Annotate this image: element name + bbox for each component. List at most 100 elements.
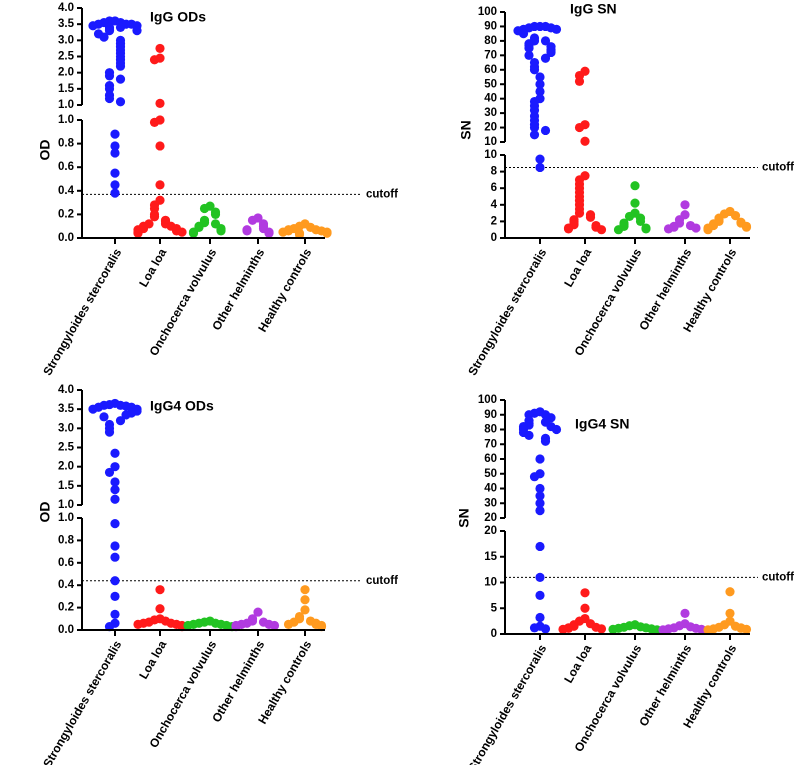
data-point: [300, 605, 310, 615]
data-point: [658, 625, 668, 635]
data-point: [535, 541, 545, 552]
data-point: [535, 483, 545, 494]
data-point: [188, 228, 199, 238]
data-point: [540, 36, 551, 46]
data-point: [563, 224, 574, 234]
data-point: [630, 181, 640, 191]
data-point: [316, 622, 327, 632]
data-point: [149, 117, 160, 127]
y-tick-label: 1.0: [58, 99, 74, 111]
y-tick-label: 90: [484, 409, 497, 421]
data-point: [183, 620, 193, 631]
data-point: [110, 462, 120, 472]
data-point: [535, 590, 545, 600]
x-tick-label: Strongyloides stercoralis: [40, 246, 124, 378]
data-point: [300, 595, 310, 605]
data-point: [110, 477, 120, 487]
data-point: [110, 609, 120, 619]
y-tick-label: 2.5: [58, 442, 75, 454]
data-point: [580, 588, 590, 598]
y-tick-label: 0: [491, 628, 497, 640]
data-point: [115, 74, 126, 84]
y-tick-label: 80: [484, 35, 497, 47]
y-tick-label: 4: [491, 199, 498, 211]
y-tick-label: 20: [484, 512, 497, 524]
data-point: [535, 572, 545, 582]
x-tick-label: Loa loa: [561, 642, 594, 686]
data-point: [535, 454, 545, 464]
y-tick-label: 0.4: [58, 185, 75, 197]
data-point: [518, 29, 529, 39]
y-tick-label: 0.4: [58, 579, 75, 591]
y-tick-label: 90: [484, 20, 497, 32]
data-point: [149, 55, 160, 65]
cutoff-label: cutoff: [366, 575, 398, 587]
y-tick-label: 20: [484, 525, 497, 537]
data-point: [216, 226, 226, 236]
y-tick-label: 0.0: [58, 624, 74, 636]
data-point: [104, 84, 115, 94]
data-point: [115, 97, 126, 107]
y-axis-label: SN: [456, 508, 472, 527]
cutoff-label: cutoff: [762, 571, 794, 583]
y-tick-label: 3.5: [58, 403, 75, 415]
x-tick-label: Strongyloides stercoralis: [465, 246, 549, 378]
data-point: [115, 22, 126, 32]
data-point: [641, 224, 651, 234]
data-point: [529, 472, 540, 482]
chart-title: IgG4 SN: [575, 416, 629, 432]
data-point: [703, 625, 713, 635]
data-point: [524, 50, 534, 60]
data-point: [613, 225, 624, 235]
data-point: [680, 200, 690, 210]
x-tick-label: Loa loa: [136, 638, 169, 682]
data-point: [110, 168, 120, 178]
data-point: [110, 591, 120, 602]
data-point: [580, 136, 590, 146]
chart-title: IgG ODs: [150, 9, 206, 25]
y-tick-label: 0: [491, 232, 497, 244]
y-tick-label: 2.0: [58, 67, 74, 79]
y-tick-label: 10: [484, 577, 497, 589]
data-point: [635, 216, 646, 226]
data-point: [104, 93, 115, 104]
y-tick-label: 70: [484, 438, 497, 450]
data-point: [149, 212, 160, 222]
y-tick-label: 4.0: [58, 2, 74, 14]
data-point: [574, 76, 585, 86]
data-point: [247, 215, 258, 225]
data-point: [115, 416, 126, 426]
data-point: [210, 209, 221, 219]
data-point: [133, 619, 143, 630]
data-point: [529, 130, 540, 140]
data-point: [691, 223, 701, 233]
y-tick-label: 30: [484, 107, 497, 119]
data-point: [725, 608, 735, 619]
data-point: [121, 410, 131, 420]
y-tick-label: 50: [484, 468, 497, 480]
data-point: [585, 212, 596, 222]
y-axis-label: OD: [37, 140, 53, 161]
data-point: [110, 188, 120, 198]
data-point: [269, 620, 280, 631]
chart-title: IgG4 ODs: [150, 398, 214, 414]
data-point: [535, 506, 545, 516]
data-point: [133, 228, 143, 238]
data-point: [264, 228, 274, 238]
data-point: [680, 608, 690, 619]
panel: IgG ODs OD 0.0 0.2 0.4 0.6 0.8 1.0 1.0 1.5 2.0 2.5 3…: [37, 2, 398, 378]
data-point: [253, 607, 263, 617]
data-point: [99, 32, 109, 42]
y-tick-label: 6: [491, 182, 497, 194]
data-point: [574, 122, 585, 133]
y-tick-label: 10: [484, 136, 497, 148]
y-tick-label: 0.0: [58, 232, 74, 244]
data-point: [322, 228, 332, 238]
y-tick-label: 0.8: [58, 138, 75, 150]
y-axis-label: OD: [37, 502, 53, 523]
data-point: [741, 624, 752, 634]
y-tick-label: 70: [484, 49, 497, 61]
